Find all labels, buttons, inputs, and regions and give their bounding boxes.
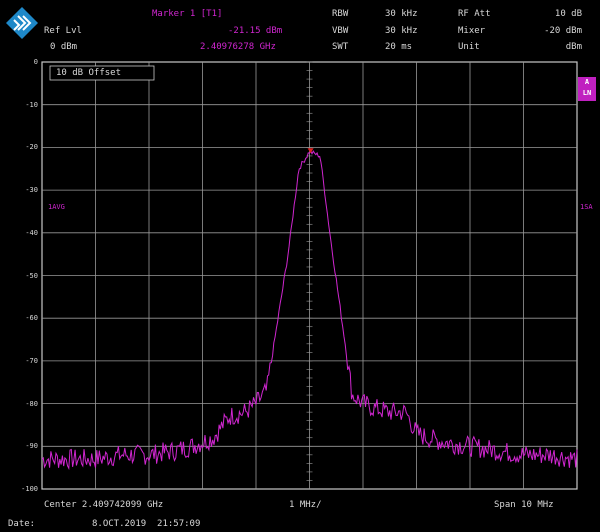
y-tick-label: -70 <box>25 356 38 365</box>
mixer-label: Mixer <box>458 26 486 36</box>
marker-level: -21.15 dBm <box>228 26 283 36</box>
scale-offset-label: 10 dB Offset <box>56 68 122 78</box>
left-level-label: 1AVG <box>48 203 65 211</box>
marker-label: Marker 1 [T1] <box>152 9 223 19</box>
center-frequency-label: Center 2.409742099 GHz <box>44 500 164 510</box>
date-label: Date: <box>8 519 36 529</box>
y-tick-label: -30 <box>25 186 38 195</box>
spectrum-trace <box>41 149 578 471</box>
rf-att-value: 10 dB <box>554 9 582 19</box>
y-tick-label: -100 <box>21 485 38 493</box>
y-tick-label: -10 <box>25 100 38 109</box>
trace-mode-indicator: A LN <box>578 77 596 101</box>
rf-att-label: RF Att <box>458 9 491 19</box>
unit-label: Unit <box>458 42 480 52</box>
y-tick-label: -50 <box>25 271 38 280</box>
date-value: 8.OCT.2019 21:57:09 <box>92 519 201 529</box>
offset-label-box <box>49 65 155 81</box>
y-tick-label: -20 <box>25 143 38 152</box>
right-level-label: 1SA <box>580 203 593 211</box>
rbw-label: RBW <box>332 9 349 19</box>
trace-mode-bottom: LN <box>582 89 592 97</box>
vbw-label: VBW <box>332 26 349 36</box>
y-tick-label: -60 <box>25 314 38 323</box>
ref-level-label: Ref Lvl <box>44 26 82 36</box>
y-tick-label: -40 <box>25 228 38 237</box>
unit-value: dBm <box>565 42 582 52</box>
vbw-value: 30 kHz <box>385 26 418 36</box>
y-tick-label: 0 <box>33 58 38 66</box>
division-label: 1 MHz/ <box>289 500 322 510</box>
marker-1-icon <box>307 148 314 154</box>
ref-level-value: 0 dBm <box>50 42 78 52</box>
mixer-value: -20 dBm <box>544 26 582 36</box>
trace-mode-top: A <box>584 78 590 86</box>
swt-label: SWT <box>332 42 349 52</box>
swt-value: 20 ms <box>385 42 413 52</box>
marker-frequency: 2.40976278 GHz <box>200 42 276 52</box>
span-label: Span 10 MHz <box>494 500 554 510</box>
y-tick-label: -80 <box>25 399 38 408</box>
rbw-value: 30 kHz <box>385 9 418 19</box>
rohde-schwarz-logo-icon <box>6 7 38 39</box>
y-tick-label: -90 <box>25 442 38 451</box>
